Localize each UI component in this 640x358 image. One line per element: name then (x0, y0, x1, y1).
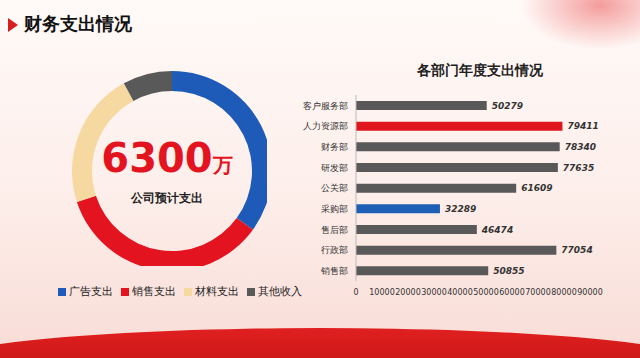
svg-text:行政部: 行政部 (321, 245, 348, 255)
svg-text:20000: 20000 (395, 288, 420, 297)
svg-text:78340: 78340 (565, 142, 596, 152)
html-text:6300万: 6300万 (101, 135, 233, 181)
svg-text:公关部: 公关部 (321, 183, 348, 193)
svg-text:10000: 10000 (369, 288, 394, 297)
svg-text:46474: 46474 (481, 225, 513, 235)
html-text:材料支出: 材料支出 (195, 285, 239, 298)
svg-text:50855: 50855 (493, 266, 524, 276)
html-text:广告支出: 广告支出 (69, 285, 113, 298)
svg-text:0: 0 (353, 288, 358, 297)
svg-text:60000: 60000 (499, 288, 524, 297)
html-text:销售支出: 销售支出 (132, 285, 176, 298)
svg-text:采购部: 采购部 (321, 204, 348, 214)
svg-text:32289: 32289 (445, 204, 476, 214)
svg-text:80000: 80000 (551, 288, 576, 297)
html-text:公司预计支出: 公司预计支出 (131, 191, 203, 205)
svg-text:79411: 79411 (567, 121, 598, 131)
svg-text:70000: 70000 (525, 288, 550, 297)
svg-text:61609: 61609 (521, 183, 552, 193)
html-text:各部门年度支出情况: 各部门年度支出情况 (417, 62, 543, 78)
html-text:其他收入: 其他收入 (258, 285, 302, 298)
svg-text:人力资源部: 人力资源部 (303, 121, 348, 131)
svg-text:50000: 50000 (473, 288, 498, 297)
svg-text:财务部: 财务部 (321, 142, 348, 152)
svg-text:销售部: 销售部 (320, 266, 348, 276)
svg-text:90000: 90000 (577, 288, 602, 297)
html-text:财务支出情况: 财务支出情况 (24, 13, 132, 34)
svg-text:研发部: 研发部 (321, 163, 348, 173)
svg-text:客户服务部: 客户服务部 (303, 101, 348, 111)
svg-text:77054: 77054 (561, 245, 592, 255)
svg-text:77635: 77635 (563, 163, 594, 173)
svg-text:30000: 30000 (421, 288, 446, 297)
svg-text:40000: 40000 (447, 288, 472, 297)
svg-text:50279: 50279 (492, 101, 523, 111)
svg-text:售后部: 售后部 (321, 225, 348, 235)
